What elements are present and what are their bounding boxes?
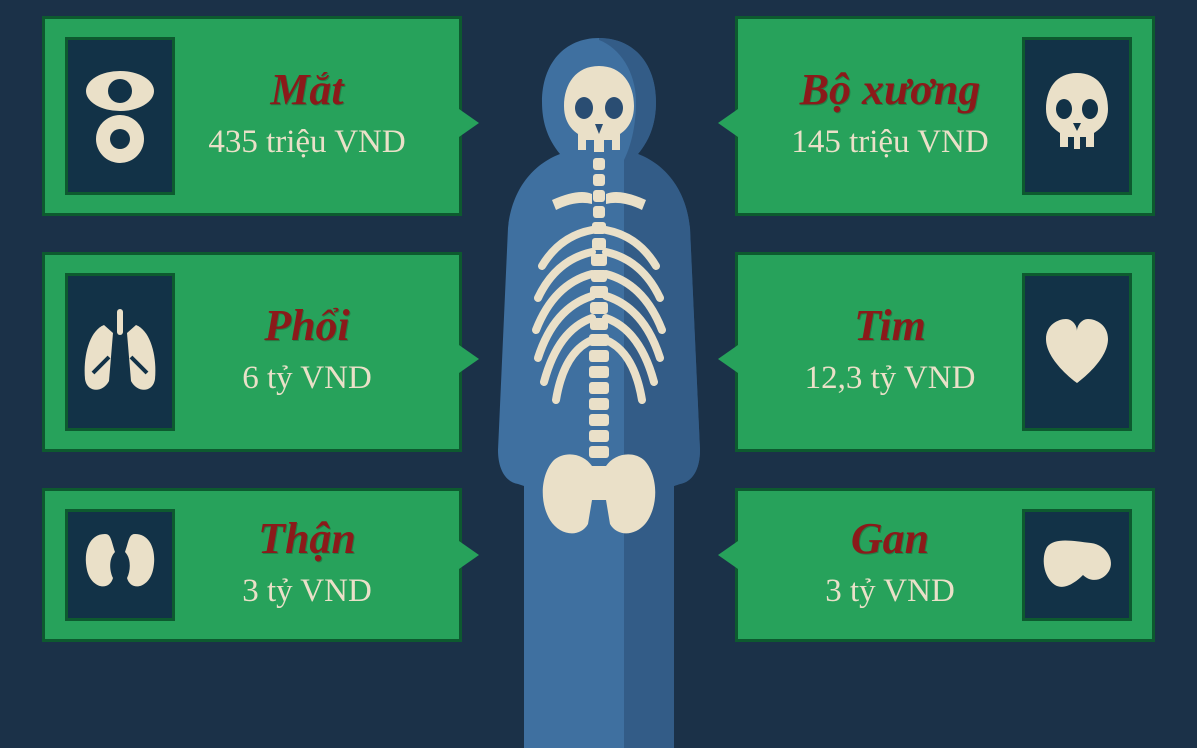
card-heart-title: Tim	[854, 304, 926, 348]
card-lungs-text: Phổi 6 tỷ VND	[175, 304, 439, 399]
card-kidney-title: Thận	[258, 517, 356, 561]
eye-icon-box	[65, 37, 175, 195]
card-kidney: Thận 3 tỷ VND	[42, 488, 462, 642]
skull-icon-box	[1022, 37, 1132, 195]
skull-icon	[1040, 71, 1114, 161]
card-eye: Mắt 435 triệu VND	[42, 16, 462, 216]
card-skeleton: Bộ xương 145 triệu VND	[735, 16, 1155, 216]
kidney-icon	[81, 530, 159, 600]
card-liver: Gan 3 tỷ VND	[735, 488, 1155, 642]
card-heart-text: Tim 12,3 tỷ VND	[758, 304, 1022, 399]
infographic-organ-prices: Mắt 435 triệu VND	[0, 0, 1197, 748]
card-liver-title: Gan	[851, 517, 929, 561]
card-skeleton-text: Bộ xương 145 triệu VND	[758, 68, 1022, 163]
lungs-icon	[79, 307, 161, 397]
card-heart: Tim 12,3 tỷ VND	[735, 252, 1155, 452]
right-column: Bộ xương 145 triệu VND Tim 12,3 tỷ VND	[735, 16, 1155, 678]
body-silhouette-icon	[464, 30, 734, 748]
heart-icon-box	[1022, 273, 1132, 431]
kidney-icon-box	[65, 509, 175, 621]
card-eye-text: Mắt 435 triệu VND	[175, 68, 439, 163]
card-eye-title: Mắt	[270, 68, 343, 112]
card-lungs: Phổi 6 tỷ VND	[42, 252, 462, 452]
card-liver-price: 3 tỷ VND	[825, 571, 955, 612]
eye-icon	[81, 61, 159, 171]
card-eye-price: 435 triệu VND	[208, 122, 405, 163]
card-kidney-text: Thận 3 tỷ VND	[175, 517, 439, 612]
liver-icon-box	[1022, 509, 1132, 621]
left-column: Mắt 435 triệu VND	[42, 16, 462, 678]
card-liver-text: Gan 3 tỷ VND	[758, 517, 1022, 612]
card-skeleton-price: 145 triệu VND	[791, 122, 988, 163]
card-lungs-title: Phổi	[264, 304, 350, 348]
card-lungs-price: 6 tỷ VND	[242, 358, 372, 399]
lungs-icon-box	[65, 273, 175, 431]
card-skeleton-title: Bộ xương	[800, 68, 981, 112]
liver-icon	[1037, 537, 1117, 593]
heart-icon	[1040, 317, 1114, 387]
center-skeleton-figure	[464, 30, 734, 748]
card-heart-price: 12,3 tỷ VND	[805, 358, 976, 399]
card-kidney-price: 3 tỷ VND	[242, 571, 372, 612]
